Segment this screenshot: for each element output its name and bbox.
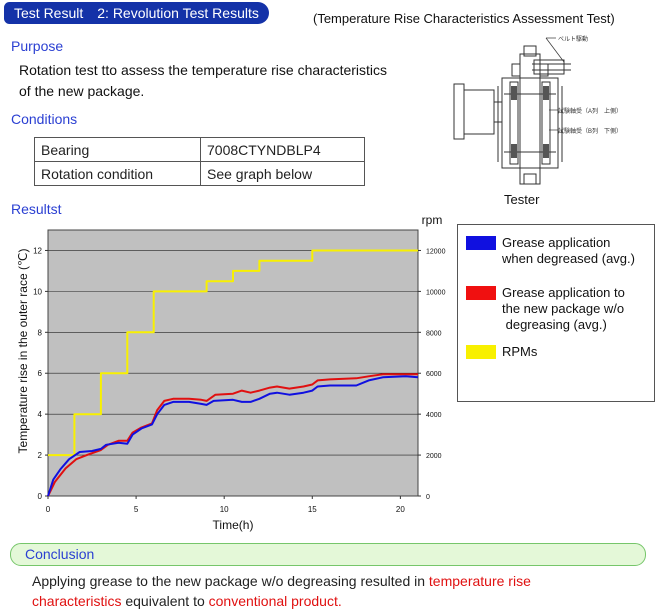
tester-label-belt: ベルト駆動 <box>558 35 588 43</box>
y-tick-label: 12 <box>33 246 42 255</box>
highlight-characteristics: characteristics <box>32 593 122 609</box>
condition-value: 7008CTYNDBLP4 <box>200 137 365 162</box>
table-row: Rotation condition See graph below <box>34 161 365 186</box>
legend-swatch-new-package <box>466 286 496 300</box>
conclusion-bar: Conclusion <box>10 543 646 566</box>
tester-label-bearing-b: 試験軸受（B列 下側） <box>558 127 622 135</box>
results-chart: 0 2 4 6 8 10 12 0 2000 4000 6000 8000 10000 12000 0 5 10… <box>16 213 446 532</box>
y-tick-label: 8 <box>38 328 43 337</box>
conclusion-heading: Conclusion <box>25 546 95 562</box>
legend-label-new-package: Grease application to the new package w/… <box>502 285 625 332</box>
y-axis-label: Temperature rise in the outer race (℃) <box>16 249 30 454</box>
condition-key: Bearing <box>34 137 201 162</box>
y2-tick-label: 4000 <box>426 412 442 419</box>
y2-tick-label: 12000 <box>426 248 446 255</box>
x-tick-label: 20 <box>396 505 405 514</box>
conditions-table: Bearing 7008CTYNDBLP4 Rotation condition… <box>34 137 365 186</box>
x-tick-label: 15 <box>308 505 317 514</box>
y2-tick-label: 6000 <box>426 371 442 378</box>
tester-label: Tester <box>504 192 540 207</box>
condition-value: See graph below <box>200 161 365 186</box>
chart-legend: Grease application when degreased (avg.)… <box>457 224 655 402</box>
purpose-text: Rotation test tto assess the temperature… <box>19 60 387 102</box>
y2-tick-label: 8000 <box>426 330 442 337</box>
x-tick-label: 5 <box>134 505 139 514</box>
purpose-heading: Purpose <box>11 38 64 54</box>
plot-area <box>47 229 419 497</box>
page-title-badge: Test Result 2: Revolution Test Results <box>4 2 269 24</box>
page-subtitle: (Temperature Rise Characteristics Assess… <box>313 11 615 26</box>
series-line-new-package <box>47 373 418 497</box>
series-line-degreased <box>47 375 419 497</box>
y-tick-label: 10 <box>33 287 42 296</box>
y-tick-label: 4 <box>38 410 43 419</box>
conditions-heading: Conditions <box>11 111 78 127</box>
tester-diagram: ベルト駆動 試験軸受（A列 上側） 試験軸受（B列 下側） <box>453 35 622 185</box>
legend-swatch-rpms <box>466 345 496 359</box>
legend-label-rpms: RPMs <box>502 344 538 359</box>
legend-label-degreased: Grease application when degreased (avg.) <box>502 235 635 266</box>
series-line-rpms <box>48 249 418 457</box>
legend-swatch-degreased <box>466 236 496 250</box>
y2-axis-label: rpm <box>422 213 443 227</box>
conclusion-text: Applying grease to the new package w/o d… <box>32 573 531 609</box>
y-tick-label: 6 <box>38 369 43 378</box>
purpose-line-1: Rotation test tto assess the temperature… <box>19 62 388 78</box>
y2-tick-label: 0 <box>426 494 430 501</box>
y-tick-label: 0 <box>38 492 43 501</box>
y-tick-label: 2 <box>38 451 43 460</box>
tester-label-bearing-a: 試験軸受（A列 上側） <box>558 107 622 115</box>
highlight-conventional-product: conventional product. <box>208 593 342 609</box>
purpose-line-2: of the new package. <box>19 83 145 99</box>
x-axis-label: Time(h) <box>213 518 254 532</box>
results-heading: Resultst <box>11 201 62 217</box>
y2-tick-label: 10000 <box>426 289 446 296</box>
y2-tick-label: 2000 <box>426 453 442 460</box>
x-tick-label: 10 <box>220 505 229 514</box>
table-row: Bearing 7008CTYNDBLP4 <box>34 137 365 162</box>
condition-key: Rotation condition <box>34 161 201 186</box>
x-tick-label: 0 <box>46 505 51 514</box>
highlight-temperature-rise: temperature rise <box>428 573 531 589</box>
